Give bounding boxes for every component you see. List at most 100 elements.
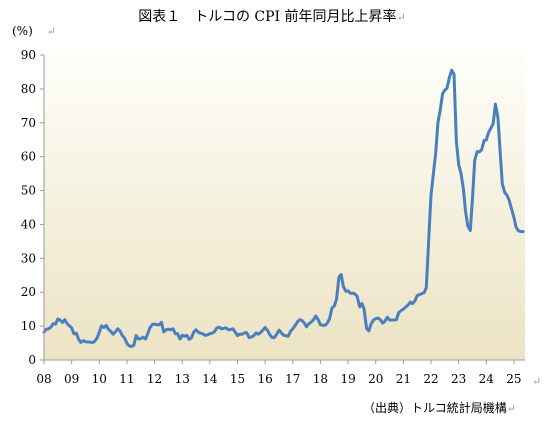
y-tick-label: 0 — [28, 353, 36, 367]
data-point — [363, 308, 365, 310]
data-point — [241, 333, 243, 335]
data-point — [476, 151, 478, 153]
data-point — [308, 323, 310, 325]
source-note: （出典）トルコ統計局機構↵ — [363, 401, 516, 415]
data-point — [446, 87, 448, 89]
data-point — [432, 175, 434, 177]
data-point — [501, 183, 503, 185]
data-point — [73, 333, 75, 335]
data-point — [352, 292, 354, 294]
data-point — [522, 231, 524, 233]
data-point — [273, 337, 275, 339]
data-point — [511, 209, 513, 210]
data-point — [163, 331, 165, 333]
data-point — [425, 287, 427, 289]
data-point — [209, 333, 211, 335]
return-mark: ↵ — [46, 25, 56, 38]
x-tick-label: 17 — [285, 372, 300, 386]
data-point — [82, 340, 84, 342]
data-point — [107, 328, 109, 330]
data-point — [467, 225, 469, 227]
x-tick-label: 13 — [175, 372, 190, 386]
data-point — [437, 122, 439, 124]
data-point — [151, 323, 153, 325]
data-point — [221, 328, 222, 330]
data-point — [412, 303, 413, 305]
data-point — [442, 93, 444, 95]
data-point — [356, 296, 358, 298]
data-point — [50, 326, 52, 328]
data-point — [515, 227, 517, 228]
data-point — [121, 334, 123, 336]
data-point — [89, 341, 91, 343]
data-point — [94, 340, 96, 342]
data-point — [156, 324, 158, 326]
data-point — [167, 328, 169, 330]
data-point — [174, 333, 176, 335]
data-point — [91, 342, 93, 344]
y-tick-label: 90 — [21, 48, 36, 62]
data-point — [474, 159, 476, 161]
data-point — [292, 328, 294, 330]
x-tick-label: 24 — [479, 372, 495, 386]
data-point — [138, 338, 139, 340]
data-point — [246, 332, 248, 334]
data-point — [211, 332, 213, 334]
data-point — [75, 332, 77, 334]
data-point — [142, 336, 144, 338]
data-point — [481, 149, 483, 151]
data-point — [85, 341, 86, 343]
data-point — [230, 329, 232, 330]
data-point — [131, 345, 133, 347]
data-point — [354, 293, 356, 295]
data-point — [68, 325, 70, 327]
data-point — [303, 322, 305, 324]
data-point — [329, 318, 331, 320]
data-point — [483, 139, 485, 141]
data-point — [347, 290, 349, 292]
data-point — [66, 322, 68, 324]
data-point — [190, 337, 192, 339]
data-point — [52, 323, 54, 325]
data-point — [135, 335, 137, 337]
data-point — [57, 318, 59, 320]
x-tick-label: 08 — [36, 372, 51, 386]
data-point — [278, 329, 280, 331]
data-point — [398, 312, 400, 314]
data-point — [161, 321, 162, 323]
data-point — [283, 334, 285, 336]
data-point — [409, 301, 411, 303]
data-point — [338, 276, 340, 278]
data-point — [250, 336, 252, 338]
data-point — [349, 292, 351, 294]
data-point — [119, 330, 121, 332]
data-point — [126, 342, 128, 344]
data-point — [264, 327, 266, 328]
data-point — [301, 319, 303, 321]
data-point — [96, 337, 98, 339]
data-point — [299, 319, 301, 321]
data-point — [373, 319, 374, 321]
data-point — [405, 306, 407, 308]
x-tick-label: 21 — [396, 372, 411, 386]
data-point — [266, 329, 268, 331]
data-point — [145, 338, 146, 340]
data-point — [64, 319, 66, 321]
data-point — [297, 321, 298, 323]
data-point — [492, 123, 494, 124]
return-mark: ↵ — [506, 402, 516, 415]
data-point — [449, 76, 450, 78]
y-axis-unit-label: (%) ↵ — [12, 24, 56, 38]
data-point — [197, 331, 199, 333]
x-tick-label: 23 — [451, 372, 466, 386]
data-point — [287, 335, 289, 337]
data-point — [71, 327, 73, 329]
data-point — [430, 194, 432, 196]
data-point — [105, 324, 107, 326]
x-tick-label: 25 — [506, 372, 521, 386]
data-point — [253, 335, 254, 337]
data-point — [428, 237, 430, 239]
data-point — [400, 310, 402, 311]
data-point — [48, 328, 50, 330]
